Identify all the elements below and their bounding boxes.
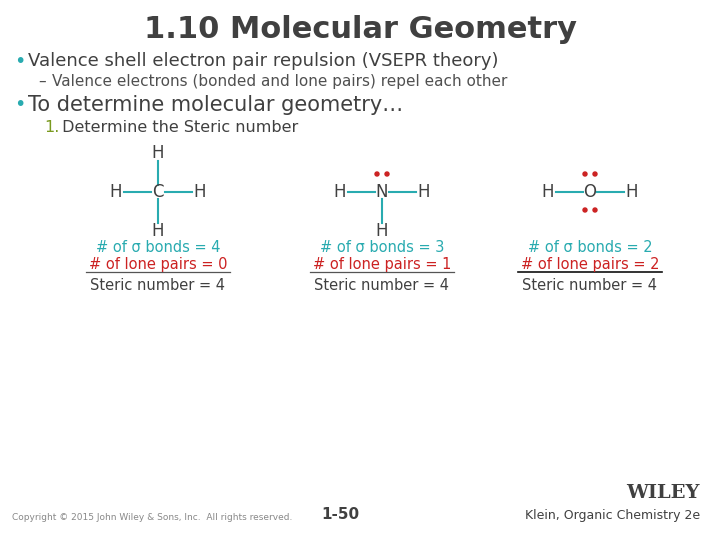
Text: Steric number = 4: Steric number = 4 [91,278,225,293]
Text: WILEY: WILEY [626,484,700,502]
Text: Copyright © 2015 John Wiley & Sons, Inc.  All rights reserved.: Copyright © 2015 John Wiley & Sons, Inc.… [12,513,292,522]
Circle shape [583,208,587,212]
Text: H: H [541,183,554,201]
Text: 1.: 1. [44,120,59,135]
Text: Steric number = 4: Steric number = 4 [523,278,657,293]
Text: 1.10 Molecular Geometry: 1.10 Molecular Geometry [143,15,577,44]
Text: H: H [109,183,122,201]
Text: Steric number = 4: Steric number = 4 [315,278,449,293]
Text: Valence shell electron pair repulsion (VSEPR theory): Valence shell electron pair repulsion (V… [28,52,498,70]
Text: H: H [334,183,346,201]
Text: # of σ bonds = 2: # of σ bonds = 2 [528,240,652,255]
Text: # of lone pairs = 1: # of lone pairs = 1 [312,257,451,272]
Text: H: H [194,183,206,201]
Text: To determine molecular geometry…: To determine molecular geometry… [28,95,403,115]
Text: # of σ bonds = 3: # of σ bonds = 3 [320,240,444,255]
Text: H: H [152,144,164,162]
Text: # of lone pairs = 0: # of lone pairs = 0 [89,257,228,272]
Text: Determine the Steric number: Determine the Steric number [57,120,298,135]
Text: H: H [376,222,388,240]
Text: # of σ bonds = 4: # of σ bonds = 4 [96,240,220,255]
Text: Klein, Organic Chemistry 2e: Klein, Organic Chemistry 2e [525,509,700,522]
Circle shape [593,172,597,176]
Text: •: • [14,52,25,71]
Text: Valence electrons (bonded and lone pairs) repel each other: Valence electrons (bonded and lone pairs… [52,74,508,89]
Text: H: H [152,222,164,240]
Text: –: – [38,74,45,89]
Circle shape [385,172,389,176]
Text: 1-50: 1-50 [321,507,359,522]
Circle shape [583,172,587,176]
Text: # of lone pairs = 2: # of lone pairs = 2 [521,257,660,272]
Text: H: H [626,183,638,201]
Circle shape [593,208,597,212]
Text: •: • [14,95,25,114]
Text: N: N [376,183,388,201]
Text: C: C [152,183,163,201]
Text: O: O [583,183,596,201]
Circle shape [375,172,379,176]
Text: H: H [418,183,431,201]
